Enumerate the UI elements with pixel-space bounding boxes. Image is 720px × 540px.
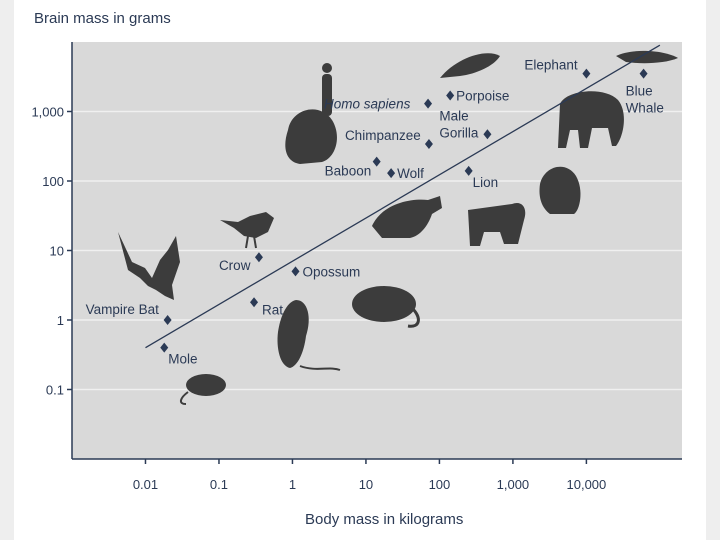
mole-tail [180,391,189,405]
data-point-label: Elephant [524,58,578,73]
data-point [483,129,492,140]
data-points: Vampire Bat Mole Rat Crow Opossum Baboon Wolf H… [86,58,664,367]
data-point-label: Blue Whale [626,84,664,116]
slide-right-edge [706,0,720,540]
data-point [387,168,396,179]
data-point-label: Baboon [325,164,372,179]
y-tick-label: 0.1 [46,383,64,398]
x-tick-label: 10,000 [567,477,607,492]
data-point [424,139,433,150]
data-point-label: Opossum [302,264,360,279]
elephant-silhouette [558,91,624,148]
x-tick-label: 1,000 [497,477,530,492]
y-axis-title: Brain mass in grams [34,10,171,27]
opossum-silhouette [352,286,416,322]
data-point [160,342,169,353]
data-point [446,90,455,101]
data-point [372,156,381,167]
data-point-label: Male Gorilla [439,108,479,140]
data-point [639,68,648,79]
data-point [582,68,591,79]
gorilla-silhouette [539,166,581,214]
data-point-label: Crow [219,258,251,273]
y-tick-label: 100 [42,174,64,189]
trendline-group [145,44,661,349]
crow-legs [245,235,257,249]
data-point-label: Wolf [397,166,424,181]
x-tick-label: 0.01 [133,477,158,492]
data-point-label: Vampire Bat [86,302,160,317]
data-point-label: Chimpanzee [345,128,421,143]
y-tick-label: 1 [57,313,64,328]
human-head [322,63,332,73]
data-point-label: Porpoise [456,88,509,103]
data-point [464,165,473,176]
y-tick-label: 1,000 [31,105,64,120]
mole-silhouette [186,374,226,396]
data-point [291,266,300,277]
x-tick-label: 0.1 [210,477,228,492]
data-point-label: Lion [473,175,499,190]
x-tick-label: 100 [429,477,451,492]
data-point [424,98,433,109]
rat-tail [299,365,341,371]
data-point-label: Mole [168,352,197,367]
trendline [145,44,661,349]
data-point [163,315,172,325]
rat-silhouette [277,300,309,368]
bat-silhouette [118,232,180,300]
x-tick-label: 1 [289,477,296,492]
data-point [250,297,259,308]
whale-silhouette [616,50,678,64]
lion-silhouette [468,202,526,246]
porpoise-silhouette [440,53,500,78]
animal-silhouettes [118,50,678,405]
slide-left-edge [0,0,14,540]
data-point-label: Rat [262,302,283,317]
data-point-label: Homo sapiens [324,97,411,112]
human-silhouette [322,74,332,116]
opossum-tail [407,306,420,328]
axes: 0.1 1 10 100 1,000 0.01 0.1 1 10 100 1,000 10,000 [31,42,682,492]
crow-silhouette [220,212,274,238]
x-axis-title: Body mass in kilograms [305,511,464,528]
chimpanzee-silhouette [285,109,337,164]
y-tick-label: 10 [50,244,64,259]
data-point [254,252,263,263]
x-tick-label: 10 [359,477,373,492]
wolf-silhouette [372,196,442,238]
